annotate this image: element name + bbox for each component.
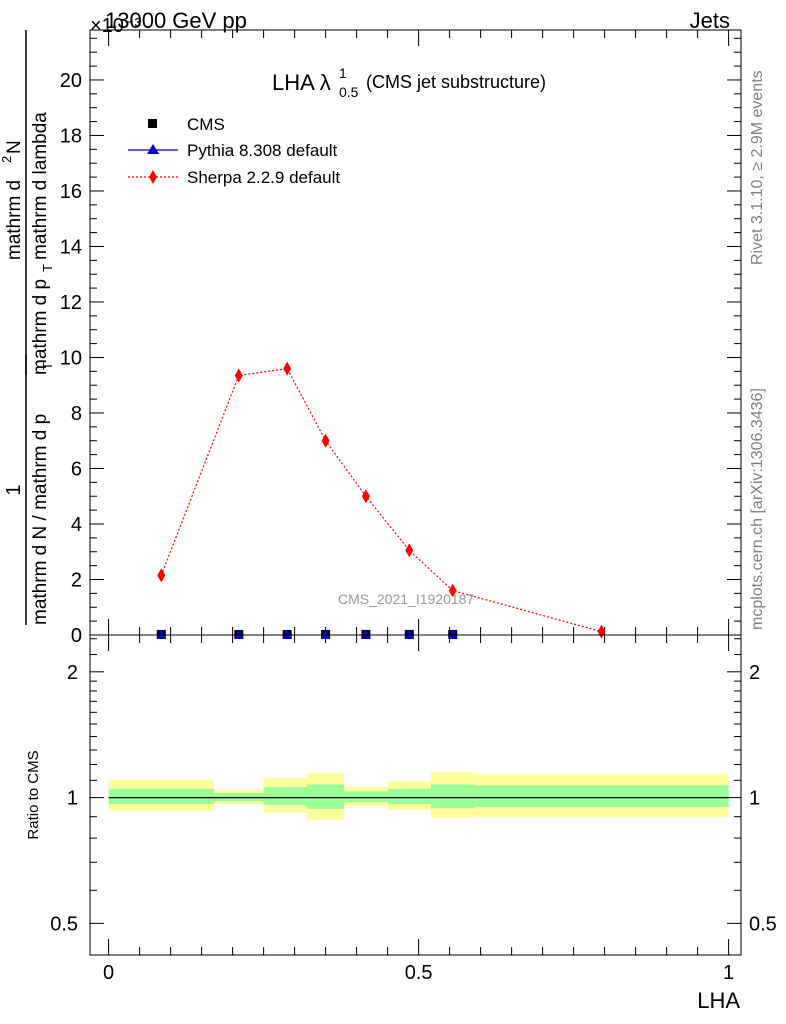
plot-title-sub: 0.5 — [339, 84, 359, 100]
y-axis-label-main: 1 mathrm d N / mathrm d p T mathrm d 2 N… — [0, 30, 55, 625]
ylabel-frac1-den: mathrm d N / mathrm d p — [30, 414, 51, 625]
ratio-band-green — [307, 784, 345, 809]
rivet-version-label: Rivet 3.1.10, ≥ 2.9M events — [749, 70, 766, 265]
svg-text:(CMS jet substructure): (CMS jet substructure) — [366, 72, 546, 92]
ratio-band-green — [108, 788, 214, 805]
ylabel-frac2-num-a: mathrm d — [4, 180, 25, 260]
main-ytick-label: 16 — [60, 181, 82, 203]
process-label: Jets — [690, 8, 730, 33]
main-panel: 0 2 4 6 8 10 12 14 16 18 20 — [60, 29, 742, 647]
legend: CMS Pythia 8.308 default Sherpa 2.2.9 de… — [128, 115, 340, 187]
analysis-watermark: CMS_2021_I1920187 — [338, 591, 474, 607]
plot-title-paren: (CMS jet substructure) — [366, 72, 546, 92]
plot-title-main: LHA λ — [272, 70, 331, 95]
point-sherpa — [157, 568, 166, 583]
legend-label-sherpa: Sherpa 2.2.9 default — [187, 168, 340, 187]
legend-marker-pythia — [147, 144, 159, 154]
point-sherpa — [361, 489, 370, 504]
legend-marker-cms — [148, 119, 157, 128]
main-ytick-label: 0 — [71, 625, 82, 647]
legend-label-cms: CMS — [187, 115, 225, 134]
ylabel-frac2-num-b: N — [4, 140, 25, 154]
point-sherpa — [234, 368, 243, 383]
point-pythia — [320, 629, 331, 639]
xtick-label: 0.5 — [405, 962, 433, 984]
main-ytick-label: 2 — [71, 569, 82, 591]
ratio-ytick-label-right: 2 — [749, 662, 760, 684]
svg-text:0.5: 0.5 — [339, 84, 359, 100]
plot-title: LHA λ 1 0.5 (CMS jet substructure) — [272, 65, 546, 100]
svg-text:mathrm d N / mathrm d p: mathrm d N / mathrm d p — [30, 414, 51, 625]
legend-label-pythia: Pythia 8.308 default — [187, 141, 338, 160]
ratio-band-green — [431, 784, 475, 808]
svg-text:mathrm d: mathrm d — [4, 180, 25, 260]
point-pythia — [360, 629, 371, 639]
ratio-band-green — [474, 785, 729, 807]
ratio-band-green — [263, 787, 307, 806]
xtick-label: 0 — [103, 962, 114, 984]
ratio-band-green — [344, 791, 388, 803]
ratio-frame — [89, 634, 742, 956]
main-ytick-label: 12 — [60, 292, 82, 314]
ratio-ytick-label: 2 — [67, 662, 78, 684]
main-ytick-label: 8 — [71, 403, 82, 425]
ylabel-frac2-num-sup: 2 — [0, 156, 14, 163]
ratio-ytick-label: 0.5 — [50, 913, 78, 935]
exponent-label: ×10⁻³ — [90, 15, 141, 37]
ylabel-frac2-den-b: mathrm d lambda — [30, 112, 51, 260]
main-ytick-label: 18 — [60, 125, 82, 147]
series-line-sherpa — [160, 367, 602, 633]
ylabel-frac1-num: 1 — [3, 484, 25, 495]
ylabel-frac2-den-a: mathrm d p — [30, 279, 51, 375]
mcplots-label: mcplots.cern.ch [arXiv:1306.3436] — [749, 388, 766, 630]
main-ytick-label: 4 — [71, 514, 82, 536]
svg-text:1: 1 — [339, 65, 347, 81]
point-sherpa — [321, 433, 330, 448]
ratio-band-green — [387, 788, 431, 805]
ratio-ytick-label: 1 — [67, 788, 78, 810]
point-pythia — [233, 629, 244, 639]
ylabel-frac1-den-sub: T — [40, 362, 55, 370]
main-ytick-label: 10 — [60, 347, 82, 369]
main-ytick-label: 14 — [60, 236, 82, 258]
point-sherpa — [405, 543, 414, 558]
point-sherpa — [283, 361, 292, 376]
ratio-ytick-label-right: 1 — [749, 788, 760, 810]
y-axis-label-ratio: Ratio to CMS — [25, 750, 42, 839]
point-pythia — [156, 629, 167, 639]
ratio-panel: 0.5 0.5 1 1 2 2 0 0.5 1 — [50, 634, 777, 984]
main-ytick-label: 6 — [71, 458, 82, 480]
main-ytick-label: 20 — [60, 70, 82, 92]
xtick-label: 1 — [723, 962, 734, 984]
ylabel-frac2-den-sub: T — [40, 264, 55, 272]
x-axis-label: LHA — [697, 988, 740, 1013]
svg-text:mathrm d p: mathrm d p — [30, 279, 51, 375]
point-pythia — [447, 629, 458, 639]
svg-text:LHA λ: LHA λ — [272, 70, 331, 95]
point-pythia — [404, 629, 415, 639]
point-sherpa — [448, 583, 457, 598]
ratio-ytick-label-right: 0.5 — [749, 913, 777, 935]
plot-title-sup: 1 — [339, 65, 347, 81]
point-pythia — [282, 629, 293, 639]
legend-marker-sherpa — [149, 170, 157, 184]
beam-energy-label: 13000 GeV pp — [105, 8, 247, 33]
